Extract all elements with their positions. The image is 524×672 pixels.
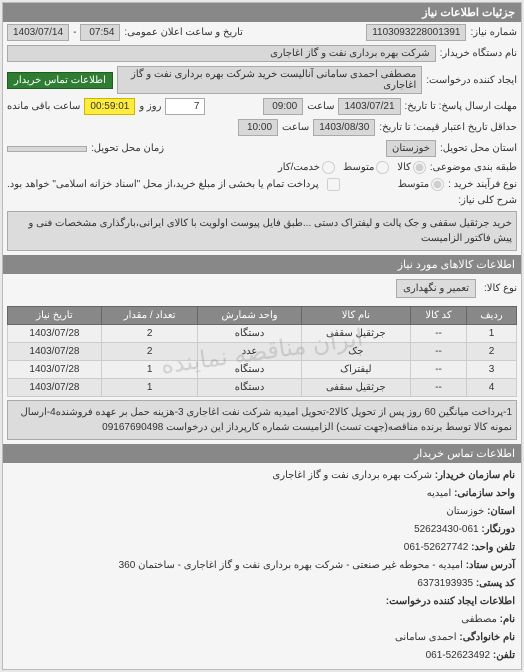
value-deadline-date: 1403/07/21 — [338, 98, 400, 115]
c-phone: 52627742-061 — [404, 542, 469, 553]
value-credit-date: 1403/08/30 — [313, 119, 375, 136]
c-post: 6373193935 — [417, 578, 473, 589]
c-fax-label: دورنگار: — [481, 524, 515, 535]
row-org: نام دستگاه خریدار: شرکت بهره برداری نفت … — [3, 43, 521, 64]
c-name-label: نام: — [500, 614, 515, 625]
value-delivery-place: خوزستان — [386, 140, 436, 157]
col-name: نام کالا — [301, 307, 410, 325]
table-row: 2--جکعدد21403/07/28 — [8, 343, 517, 361]
c-name: مصطفی — [461, 614, 497, 625]
col-qty: تعداد / مقدار — [101, 307, 197, 325]
value-org: شرکت بهره برداری نفت و گاز اغاجاری — [7, 45, 436, 62]
c-unit: امیدیه — [427, 488, 454, 499]
radio-service[interactable]: خدمت/کار — [278, 161, 335, 174]
c-unit-label: واحد سازمانی: — [454, 488, 515, 499]
row-purchase-type: نوع فرآیند خرید : متوسط پرداخت تمام یا ب… — [3, 176, 521, 193]
value-request-no: 1103093228001391 — [366, 24, 466, 41]
label-pack: طبقه بندی موضوعی: — [430, 162, 517, 173]
label-purchase: نوع فرآیند خرید : — [448, 179, 517, 190]
c-province-label: استان: — [487, 506, 515, 517]
label-desc: شرح کلی نیاز: — [458, 195, 517, 206]
c-lname-label: نام خانوادگی: — [459, 632, 515, 643]
row-request-no: شماره نیاز: 1103093228001391 تاریخ و ساع… — [3, 22, 521, 43]
value-announce-time: 07:54 — [80, 24, 120, 41]
c-org: شرکت بهره برداری نفت و گاز اغاجاری — [272, 470, 432, 481]
value-announce-date: 1403/07/14 — [7, 24, 69, 41]
label-credit: حداقل تاریخ اعتبار قیمت: تا تاریخ: — [379, 122, 517, 133]
value-goods-type: تعمیر و نگهداری — [396, 279, 476, 298]
value-requester: مصطفی احمدی سامانی آنالیست خرید شرکت بهر… — [117, 66, 422, 94]
value-credit-time: 10:00 — [238, 119, 278, 136]
radio-goods[interactable]: کالا — [397, 161, 426, 174]
label-deadline: مهلت ارسال پاسخ: تا تاریخ: — [405, 101, 517, 112]
value-delivery-time — [7, 146, 87, 152]
c-org-label: نام سازمان خریدار: — [435, 470, 515, 481]
col-unit: واحد شمارش — [198, 307, 301, 325]
label-delivery-time: زمان محل تحویل: — [91, 143, 164, 154]
row-classification: طبقه بندی موضوعی: کالا متوسط خدمت/کار — [3, 159, 521, 176]
col-date: تاریخ نیاز — [8, 307, 102, 325]
contact-info-button[interactable]: اطلاعات تماس خریدار — [7, 72, 113, 89]
row-credit: حداقل تاریخ اعتبار قیمت: تا تاریخ: 1403/… — [3, 117, 521, 138]
c-tel-label: تلفن: — [493, 650, 515, 661]
value-remain-time: 00:59:01 — [84, 98, 135, 115]
pack-radio-group: کالا متوسط خدمت/کار — [278, 161, 426, 174]
contact-section-title: اطلاعات تماس خریدار — [3, 444, 521, 463]
goods-table: ردیف کد کالا نام کالا واحد شمارش تعداد /… — [7, 306, 517, 397]
c-tel: 52623492-061 — [426, 650, 491, 661]
c-addr-label: آدرس ستاد: — [466, 560, 515, 571]
c-province: خوزستان — [446, 506, 484, 517]
table-row: 1--جرثقیل سقفیدستگاه21403/07/28 — [8, 325, 517, 343]
goods-table-wrap: ردیف کد کالا نام کالا واحد شمارش تعداد /… — [3, 306, 521, 397]
c-phone-label: تلفن واحد: — [471, 542, 515, 553]
c-addr: امیدیه - محوطه غیر صنعتی - شرکت بهره برد… — [119, 560, 463, 571]
label-org: نام دستگاه خریدار: — [440, 48, 517, 59]
desc-box: خرید جرثقیل سقفی و جک پالت و لیفتراک دست… — [7, 211, 517, 251]
table-row: 3--لیفتراکدستگاه11403/07/28 — [8, 361, 517, 379]
radio-purchase-medium[interactable]: متوسط — [398, 178, 444, 191]
goods-note: 1-پرداخت میانگین 60 روز پس از تحویل کالا… — [7, 400, 517, 440]
table-header-row: ردیف کد کالا نام کالا واحد شمارش تعداد /… — [8, 307, 517, 325]
goods-section-title: اطلاعات کالاهای مورد نیاز — [3, 255, 521, 274]
contact-block: نام سازمان خریدار: شرکت بهره برداری نفت … — [3, 463, 521, 669]
value-remain-days: 7 — [165, 98, 205, 115]
purchase-radio-group: متوسط — [398, 178, 444, 191]
radio-medium[interactable]: متوسط — [343, 161, 389, 174]
row-desc-label: شرح کلی نیاز: — [3, 193, 521, 208]
c-fax: 061-52623430 — [414, 524, 479, 535]
label-requester: ایجاد کننده درخواست: — [426, 75, 517, 86]
c-creator-label: اطلاعات ایجاد کننده درخواست: — [386, 596, 515, 607]
main-panel: جزئیات اطلاعات نیاز شماره نیاز: 11030932… — [2, 2, 522, 670]
label-announce: تاریخ و ساعت اعلان عمومی: — [124, 27, 243, 38]
col-code: کد کالا — [410, 307, 466, 325]
label-delivery-place: استان محل تحویل: — [440, 143, 517, 154]
value-deadline-time: 09:00 — [263, 98, 303, 115]
row-goods-type: نوع کالا: تعمیر و نگهداری — [3, 274, 521, 303]
table-row: 4--جرثقیل سقفیدستگاه11403/07/28 — [8, 379, 517, 397]
row-deadline: مهلت ارسال پاسخ: تا تاریخ: 1403/07/21 سا… — [3, 96, 521, 117]
col-idx: ردیف — [467, 307, 517, 325]
c-post-label: کد پستی: — [476, 578, 515, 589]
row-requester: ایجاد کننده درخواست: مصطفی احمدی سامانی … — [3, 64, 521, 96]
row-delivery: استان محل تحویل: خوزستان زمان محل تحویل: — [3, 138, 521, 159]
payment-checkbox[interactable]: پرداخت تمام یا بخشی از مبلغ خرید،از محل … — [7, 178, 340, 191]
c-lname: احمدی سامانی — [395, 632, 457, 643]
panel-header: جزئیات اطلاعات نیاز — [3, 3, 521, 22]
label-request-no: شماره نیاز: — [470, 27, 517, 38]
label-goods-type: نوع کالا: — [484, 283, 517, 294]
